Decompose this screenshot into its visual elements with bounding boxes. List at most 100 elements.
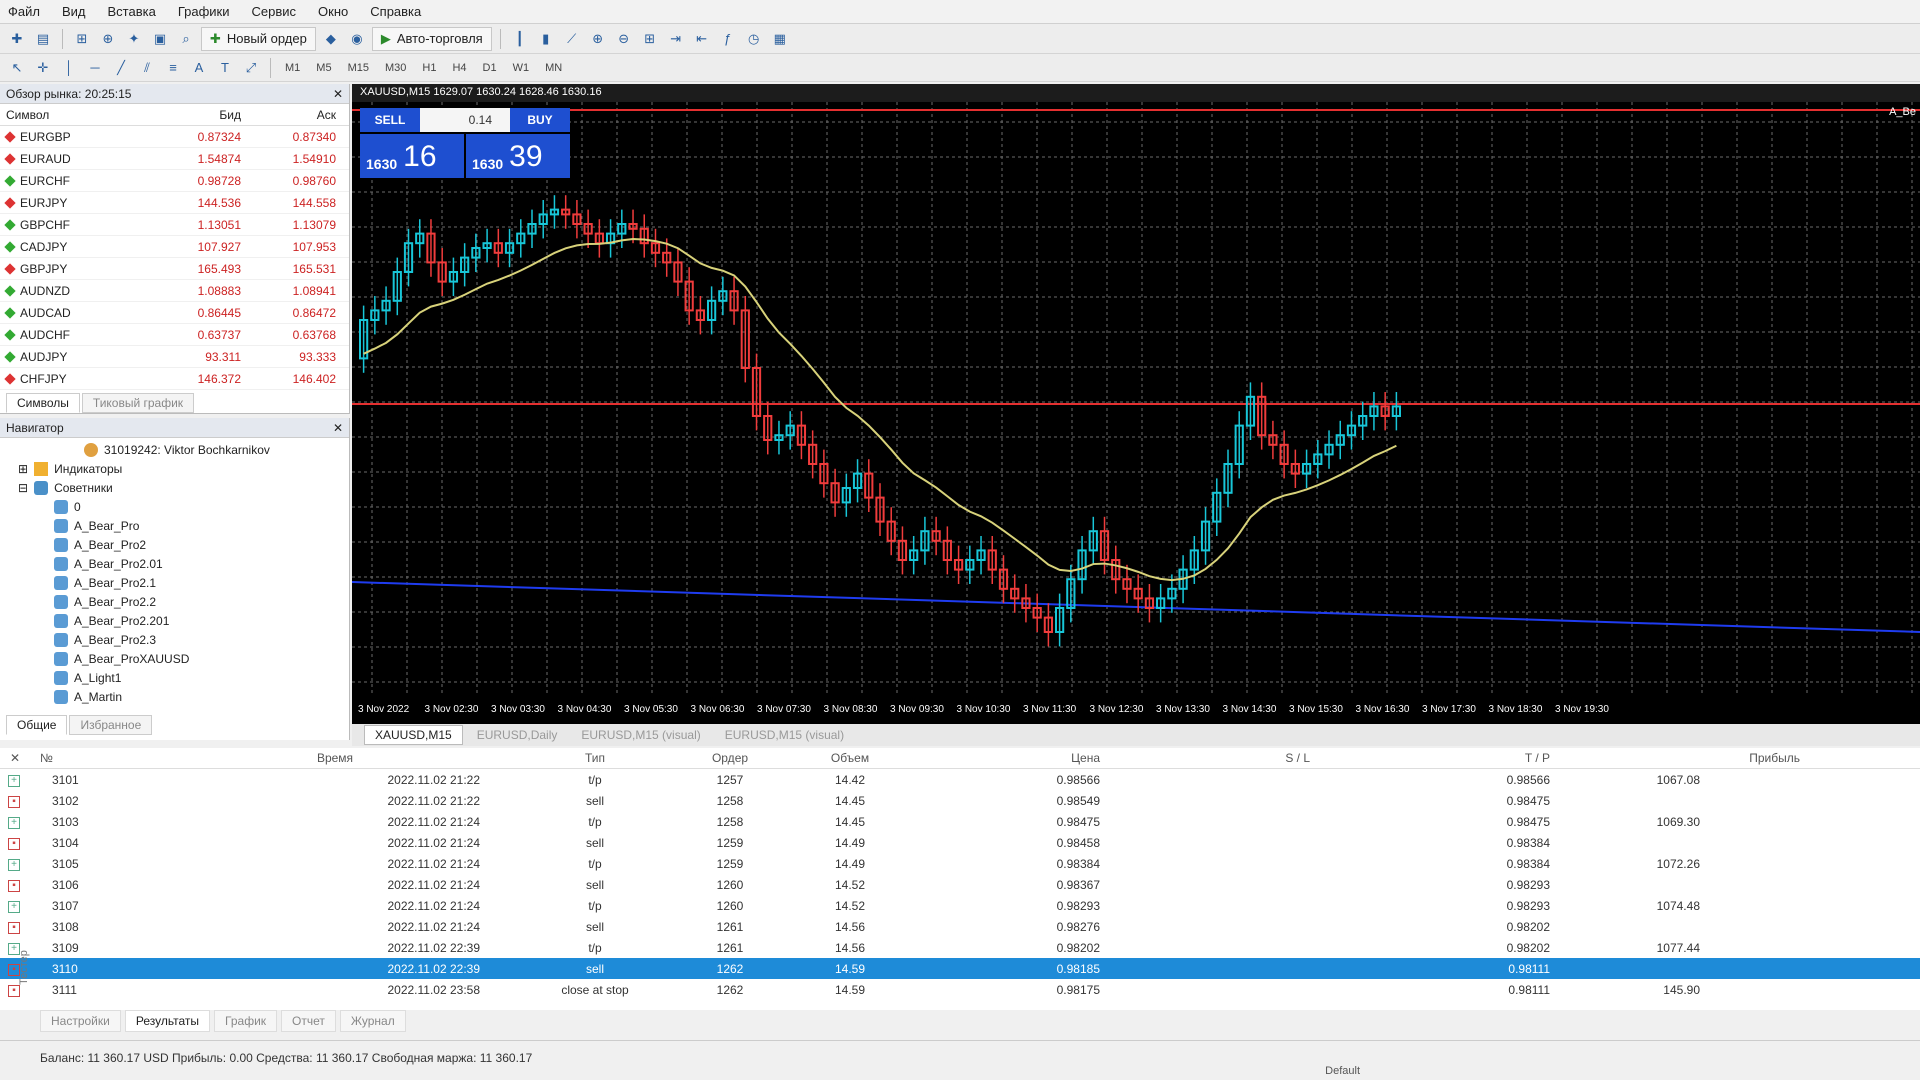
periods-icon[interactable]: ◷ bbox=[748, 30, 760, 46]
table-row[interactable]: ▪ 3106 2022.11.02 21:24 sell 1260 14.52 0.9836… bbox=[0, 874, 1920, 895]
buy-price[interactable]: 1630 39 bbox=[464, 132, 570, 178]
sell-button[interactable]: SELL bbox=[360, 108, 420, 132]
expert-advisor-item[interactable]: A_Martin bbox=[6, 687, 343, 706]
timeframe-m5[interactable]: M5 bbox=[316, 61, 332, 74]
timeframe-m1[interactable]: M1 bbox=[285, 61, 301, 74]
arrows-icon[interactable]: ⤢ bbox=[245, 59, 257, 75]
tester-icon[interactable]: ⌕ bbox=[182, 30, 190, 46]
menu-window[interactable]: Окно bbox=[318, 4, 349, 19]
expert-advisor-item[interactable]: A_Bear_Pro2 bbox=[6, 535, 343, 554]
collapse-icon[interactable]: ⊟ bbox=[18, 480, 29, 495]
menu-insert[interactable]: Вставка bbox=[107, 4, 156, 19]
indicators-folder[interactable]: ⊞ Индикаторы bbox=[6, 459, 343, 478]
crosshair-icon[interactable]: ✛ bbox=[37, 59, 49, 75]
auto-trading-button[interactable]: ▶ Авто-торговля bbox=[371, 26, 492, 51]
market-watch-row[interactable]: AUDJPY 93.311 93.333 bbox=[0, 346, 349, 368]
data-window-icon[interactable]: ⊕ bbox=[102, 30, 114, 46]
text-icon[interactable]: A bbox=[194, 60, 204, 75]
table-row[interactable]: ▪ 3102 2022.11.02 21:22 sell 1258 14.45 0.9854… bbox=[0, 790, 1920, 811]
table-row[interactable]: +3107 2022.11.02 21:24 t/p 1260 14.52 0.98293… bbox=[0, 895, 1920, 916]
sell-price[interactable]: 1630 16 bbox=[360, 132, 464, 178]
timeframe-h4[interactable]: H4 bbox=[452, 61, 467, 74]
market-watch-row[interactable]: GBPCHF 1.13051 1.13079 bbox=[0, 214, 349, 236]
horizontal-line-icon[interactable]: ─ bbox=[90, 60, 100, 75]
ask-column-header[interactable]: Аск bbox=[316, 107, 336, 122]
table-row[interactable]: +3101 2022.11.02 21:22 t/p 1257 14.42 0.98566… bbox=[0, 769, 1920, 790]
expert-advisor-item[interactable]: A_Bear_Pro2.3 bbox=[6, 630, 343, 649]
col-order[interactable]: Ордер bbox=[711, 751, 749, 765]
trendline-icon[interactable]: ╱ bbox=[117, 59, 125, 75]
table-row[interactable]: ▪ 3104 2022.11.02 21:24 sell 1259 14.49 0.9845… bbox=[0, 832, 1920, 853]
bar-chart-icon[interactable]: ┃ bbox=[515, 30, 524, 46]
col-type[interactable]: Тип bbox=[584, 751, 605, 765]
table-row[interactable]: ▪ 3111 2022.11.02 23:58 close at stop 1262 14… bbox=[0, 979, 1920, 1000]
timeframe-w1[interactable]: W1 bbox=[512, 61, 530, 74]
close-icon[interactable]: ✕ bbox=[10, 751, 21, 765]
market-watch-row[interactable]: CADJPY 107.927 107.953 bbox=[0, 236, 349, 258]
market-watch-icon[interactable]: ⊞ bbox=[76, 30, 88, 46]
menu-charts[interactable]: Графики bbox=[177, 4, 230, 19]
timeframe-mn[interactable]: MN bbox=[545, 61, 563, 74]
table-row[interactable]: +3105 2022.11.02 21:24 t/p 1259 14.49 0.98384… bbox=[0, 853, 1920, 874]
bid-column-header[interactable]: Бид bbox=[219, 107, 241, 122]
templates-icon[interactable]: ▦ bbox=[773, 30, 786, 46]
market-watch-row[interactable]: AUDCHF 0.63737 0.63768 bbox=[0, 324, 349, 346]
expert-advisor-item[interactable]: A_Bear_Pro2.201 bbox=[6, 611, 343, 630]
market-watch-row[interactable]: CHFJPY 146.372 146.402 bbox=[0, 368, 349, 390]
new-order-button[interactable]: ✚ Новый ордер bbox=[201, 26, 316, 51]
tab-journal[interactable]: Журнал bbox=[339, 1010, 406, 1032]
expand-icon[interactable]: ⊞ bbox=[18, 461, 29, 476]
auto-scroll-icon[interactable]: ⇥ bbox=[670, 30, 682, 46]
metaeditor-icon[interactable]: ◆ bbox=[325, 30, 336, 46]
volume-input[interactable]: 0.14 bbox=[420, 108, 510, 132]
experts-folder[interactable]: ⊟ Советники bbox=[6, 478, 343, 497]
tab-report[interactable]: Отчет bbox=[281, 1010, 336, 1032]
candlestick-icon[interactable]: ▮ bbox=[542, 30, 550, 46]
table-row[interactable]: +3103 2022.11.02 21:24 t/p 1258 14.45 0.98475… bbox=[0, 811, 1920, 832]
profiles-icon[interactable]: ▤ bbox=[36, 30, 50, 46]
tab-eurusd-m15-visual-2[interactable]: EURUSD,M15 (visual) bbox=[724, 728, 845, 742]
signals-icon[interactable]: ◉ bbox=[351, 30, 363, 46]
table-row[interactable]: ▪ 3110 2022.11.02 22:39 sell 1262 14.59 0.9818… bbox=[0, 958, 1920, 979]
col-price[interactable]: Цена bbox=[1071, 751, 1100, 765]
tab-common[interactable]: Общие bbox=[6, 715, 68, 735]
col-sl[interactable]: S / L bbox=[1285, 751, 1310, 765]
tab-graph[interactable]: График bbox=[214, 1010, 278, 1032]
market-watch-row[interactable]: EURAUD 1.54874 1.54910 bbox=[0, 148, 349, 170]
table-row[interactable]: ▪ 3108 2022.11.02 21:24 sell 1261 14.56 0.9827… bbox=[0, 916, 1920, 937]
expert-advisor-item[interactable]: A_Light1 bbox=[6, 668, 343, 687]
market-watch-row[interactable]: GBPJPY 165.493 165.531 bbox=[0, 258, 349, 280]
vertical-line-icon[interactable]: │ bbox=[64, 60, 74, 75]
indicators-icon[interactable]: ƒ bbox=[724, 31, 732, 46]
col-number[interactable]: № bbox=[40, 751, 53, 765]
col-profit[interactable]: Прибыль bbox=[1749, 751, 1800, 765]
text-label-icon[interactable]: T bbox=[221, 60, 229, 75]
market-watch-row[interactable]: EURJPY 144.536 144.558 bbox=[0, 192, 349, 214]
timeframe-m30[interactable]: M30 bbox=[384, 61, 407, 74]
market-watch-row[interactable]: AUDCAD 0.86445 0.86472 bbox=[0, 302, 349, 324]
col-tp[interactable]: T / P bbox=[1524, 751, 1550, 765]
tab-settings[interactable]: Настройки bbox=[40, 1010, 121, 1032]
market-watch-row[interactable]: EURGBP 0.87324 0.87340 bbox=[0, 126, 349, 148]
tab-tick-chart[interactable]: Тиковый график bbox=[81, 393, 195, 413]
expert-advisor-item[interactable]: A_Bear_ProXAUUSD bbox=[6, 649, 343, 668]
tab-eurusd-daily[interactable]: EURUSD,Daily bbox=[476, 728, 558, 742]
timeframe-m15[interactable]: M15 bbox=[347, 61, 369, 74]
fibonacci-icon[interactable]: ≡ bbox=[169, 60, 177, 75]
navigator-icon[interactable]: ✦ bbox=[128, 30, 140, 46]
channel-icon[interactable]: ⫽ bbox=[144, 59, 150, 75]
chart-shift-icon[interactable]: ⇤ bbox=[696, 30, 708, 46]
menu-file[interactable]: Файл bbox=[8, 4, 40, 19]
col-volume[interactable]: Объем bbox=[830, 751, 870, 765]
new-chart-icon[interactable]: ✚ bbox=[11, 30, 23, 46]
symbol-column-header[interactable]: Символ bbox=[6, 107, 50, 122]
tab-results[interactable]: Результаты bbox=[124, 1010, 211, 1032]
close-icon[interactable]: ✕ bbox=[332, 87, 343, 101]
zoom-in-icon[interactable]: ⊕ bbox=[592, 30, 604, 46]
chart-window[interactable]: XAUUSD,M15 1629.07 1630.24 1628.46 1630.… bbox=[352, 84, 1920, 724]
cursor-icon[interactable]: ↖ bbox=[11, 59, 23, 75]
line-chart-icon[interactable]: ⟋ bbox=[567, 30, 577, 46]
timeframe-h1[interactable]: H1 bbox=[422, 61, 437, 74]
tab-favorites[interactable]: Избранное bbox=[69, 715, 153, 735]
expert-advisor-item[interactable]: A_Bear_Pro2.01 bbox=[6, 554, 343, 573]
